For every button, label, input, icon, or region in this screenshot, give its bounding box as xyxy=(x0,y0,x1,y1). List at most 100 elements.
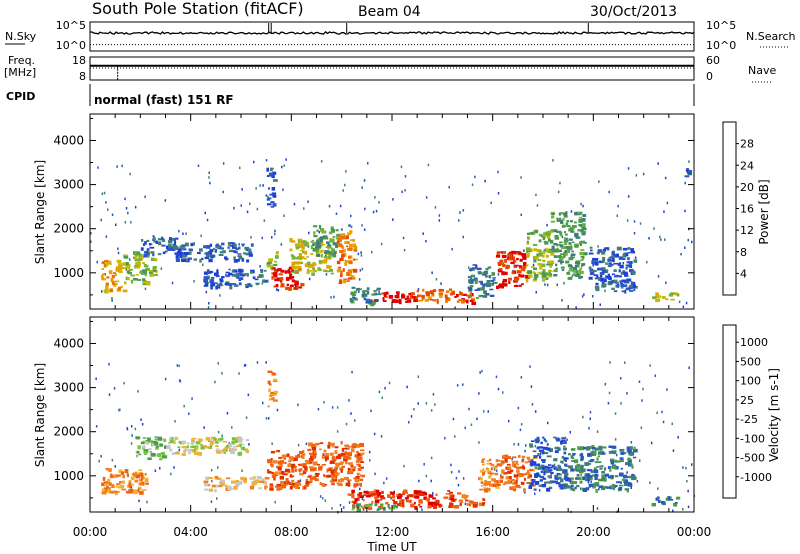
power-cell xyxy=(332,236,336,238)
power-cell xyxy=(549,260,555,265)
power-cell xyxy=(450,292,453,296)
velocity-cell xyxy=(597,455,601,458)
velocity-cell xyxy=(137,486,142,491)
power-scatter-point xyxy=(581,295,584,298)
velocity-cell xyxy=(395,505,399,509)
power-cell xyxy=(346,245,349,248)
velocity-cell xyxy=(363,494,368,496)
velocity-cell xyxy=(304,485,309,487)
velocity-cell xyxy=(269,483,273,487)
power-cell xyxy=(520,274,525,278)
velocity-cell xyxy=(673,503,678,507)
power-cell xyxy=(245,285,249,289)
power-colorbar-label-0: 4 xyxy=(740,267,747,280)
velocity-cell xyxy=(337,482,343,487)
power-cell xyxy=(425,294,431,297)
power-cell xyxy=(153,273,158,276)
velocity-scatter-point xyxy=(454,435,456,438)
power-cell xyxy=(228,283,233,286)
power-cell xyxy=(270,206,275,208)
power-cell xyxy=(554,235,559,238)
velocity-cell xyxy=(272,472,276,476)
velocity-cell xyxy=(297,486,300,489)
velocity-scatter-point xyxy=(476,417,478,421)
power-cell xyxy=(143,253,148,258)
velocity-cell xyxy=(576,463,580,467)
velocity-scatter-point xyxy=(146,500,148,504)
power-cell xyxy=(184,258,188,262)
velocity-cell xyxy=(387,494,391,498)
velocity-cell xyxy=(272,393,276,396)
power-cell xyxy=(525,264,529,267)
power-cell xyxy=(527,236,530,239)
velocity-cell xyxy=(529,468,534,472)
power-cell xyxy=(468,294,472,298)
power-cell xyxy=(232,283,237,285)
power-cell xyxy=(362,290,368,293)
power-cell xyxy=(608,262,612,265)
velocity-cell xyxy=(584,462,589,466)
velocity-cell xyxy=(157,436,162,441)
velocity-cell xyxy=(108,468,112,472)
power-cell xyxy=(563,215,568,218)
power-cell xyxy=(224,282,230,286)
velocity-cell xyxy=(443,496,448,499)
power-scatter-point xyxy=(205,290,208,294)
power-scatter-point xyxy=(653,227,655,230)
power-cell xyxy=(592,269,597,272)
power-patch-1 xyxy=(122,251,158,286)
velocity-colorbar-label-6: -500 xyxy=(740,452,765,465)
power-cell xyxy=(526,242,529,245)
velocity-cell xyxy=(572,456,575,460)
power-scatter-point xyxy=(468,268,471,272)
velocity-cell xyxy=(132,473,135,476)
power-cell xyxy=(430,290,434,294)
power-cell xyxy=(141,239,144,242)
power-cell xyxy=(350,301,355,304)
power-cell xyxy=(210,277,215,279)
power-scatter-point xyxy=(497,170,499,174)
velocity-cell xyxy=(236,444,240,447)
power-cell xyxy=(275,283,279,288)
velocity-cell xyxy=(354,454,360,458)
power-cell xyxy=(174,252,178,255)
power-cell xyxy=(564,249,567,254)
velocity-scatter-point xyxy=(305,442,308,446)
power-cell xyxy=(113,272,116,274)
power-cell xyxy=(181,258,186,262)
velocity-cell xyxy=(351,508,355,511)
power-scatter-point xyxy=(124,197,126,201)
power-cell xyxy=(421,297,425,301)
velocity-ylabel: Slant Range [km] xyxy=(33,363,47,467)
power-cell xyxy=(451,291,455,295)
power-cell xyxy=(576,264,580,268)
velocity-cell xyxy=(348,462,353,466)
velocity-cell xyxy=(163,456,167,459)
power-cell xyxy=(518,253,523,256)
power-scatter-point xyxy=(633,232,636,235)
power-cell xyxy=(401,294,406,299)
power-cell xyxy=(311,263,317,266)
velocity-cell xyxy=(558,469,563,472)
power-cell xyxy=(413,299,418,303)
power-cell xyxy=(618,262,622,265)
power-cell xyxy=(425,291,430,295)
velocity-cell xyxy=(511,486,515,489)
velocity-cell xyxy=(546,487,551,492)
power-cell xyxy=(625,287,631,291)
velocity-cell xyxy=(351,492,355,496)
velocity-cell xyxy=(546,481,551,484)
power-scatter-point xyxy=(367,162,369,165)
power-scatter-point xyxy=(358,278,361,281)
velocity-cell xyxy=(501,460,504,463)
velocity-cell xyxy=(529,482,534,486)
x-tick-label-1: 04:00 xyxy=(173,525,208,539)
velocity-cell xyxy=(506,456,511,459)
power-cell xyxy=(278,268,282,271)
velocity-cell xyxy=(516,469,520,473)
power-patch-12 xyxy=(415,288,455,305)
velocity-cell xyxy=(538,484,543,487)
velocity-cell xyxy=(188,448,193,451)
velocity-cell xyxy=(306,461,311,465)
velocity-cell xyxy=(313,450,317,454)
